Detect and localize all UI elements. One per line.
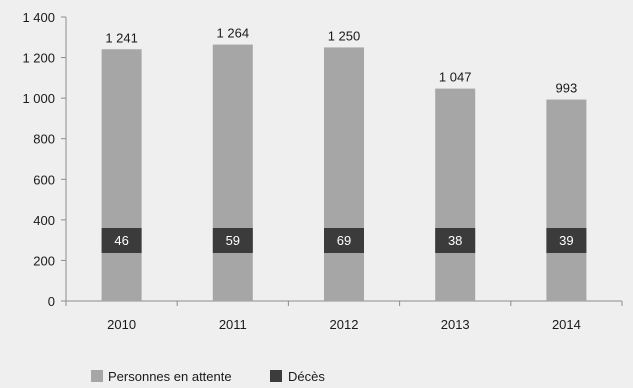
y-axis: 0 200 400 600 800 1 000 1 200 1 400 <box>22 10 67 309</box>
waiting-bar-label: 1 241 <box>105 30 138 45</box>
deaths-box <box>546 228 587 253</box>
deaths-box <box>435 228 476 253</box>
y-tick-label: 600 <box>33 172 55 187</box>
y-tick-label: 400 <box>33 213 55 228</box>
x-tick-label: 2010 <box>107 317 136 332</box>
waiting-bar <box>101 49 142 301</box>
x-axis: 2010 2011 2012 2013 2014 <box>65 300 623 332</box>
waiting-bar <box>212 44 253 302</box>
y-tick-label: 1 000 <box>22 91 55 106</box>
y-tick-label: 800 <box>33 132 55 147</box>
y-tick-label: 200 <box>33 253 55 268</box>
deaths-box <box>212 228 253 253</box>
deaths-box <box>324 228 364 253</box>
y-tick-label: 0 <box>48 294 55 309</box>
x-tick-label: 2014 <box>552 317 581 332</box>
deaths-box <box>101 228 142 253</box>
x-tick-label: 2012 <box>330 317 359 332</box>
x-tick-label: 2011 <box>219 317 247 332</box>
waiting-bar-label: 1 047 <box>439 70 472 85</box>
y-tick-label: 1 200 <box>22 51 55 66</box>
waiting-bar-label: 993 <box>556 81 578 96</box>
deaths-label: 38 <box>448 233 462 248</box>
legend-label-waiting: Personnes en attente <box>108 369 232 383</box>
deaths-label: 46 <box>114 233 128 248</box>
y-tick-label: 1 400 <box>22 10 55 25</box>
waiting-bar <box>435 88 476 301</box>
legend: Personnes en attente Décès <box>91 369 325 384</box>
legend-swatch-waiting <box>91 370 103 382</box>
legend-label-deaths: Décès <box>288 369 325 383</box>
waiting-bar <box>324 47 364 301</box>
deaths-label: 39 <box>559 233 573 248</box>
waiting-bars: 1 241 1 264 1 250 1 047 993 <box>101 26 587 302</box>
waiting-bar-label: 1 264 <box>217 26 250 41</box>
deaths-labels: 46 59 69 38 39 <box>101 228 587 253</box>
legend-swatch-deaths <box>270 370 282 382</box>
deaths-label: 69 <box>337 233 351 248</box>
x-tick-label: 2013 <box>441 317 470 332</box>
waiting-bar-label: 1 250 <box>328 28 361 43</box>
waiting-bar <box>546 99 587 301</box>
deaths-label: 59 <box>226 233 240 248</box>
